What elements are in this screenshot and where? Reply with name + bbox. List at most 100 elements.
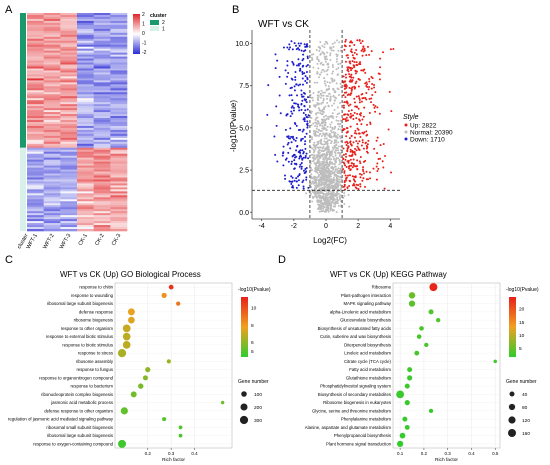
volcano-point-normal <box>331 179 334 182</box>
volcano-point-normal <box>315 49 318 52</box>
volcano-point-down <box>297 84 300 87</box>
volcano-point-up <box>343 162 346 165</box>
heatmap-cell <box>110 46 128 49</box>
heatmap-cell <box>110 20 128 24</box>
heatmap-cell <box>93 167 111 170</box>
volcano-point-up <box>361 139 364 142</box>
color-legend-tick: 5 <box>251 349 254 355</box>
heatmap-cell <box>110 135 128 139</box>
heatmap-cell <box>43 179 61 182</box>
volcano-point-normal <box>321 196 324 199</box>
heatmap-cell <box>27 52 44 55</box>
go-title: WFT vs CK (Up) GO Biological Process <box>60 270 201 279</box>
volcano-point-down <box>276 59 279 62</box>
heatmap-cell <box>60 84 78 87</box>
volcano-point-up <box>356 123 359 126</box>
volcano-point-up <box>390 171 393 174</box>
heatmap-cell <box>60 110 78 113</box>
volcano-point-down <box>306 76 309 79</box>
volcano-point-normal <box>311 195 314 198</box>
volcano-point-normal <box>327 105 330 108</box>
heatmap-cell <box>27 163 44 166</box>
volcano-point-normal <box>335 53 338 56</box>
heatmap-cell <box>27 197 44 200</box>
heatmap-cell <box>93 22 111 26</box>
volcano-point-down <box>295 180 298 183</box>
heatmap-cell <box>27 153 44 156</box>
heatmap-cell <box>27 215 44 218</box>
heatmap-cell <box>60 68 78 71</box>
volcano-point-up <box>378 73 381 76</box>
volcano-point-normal <box>312 91 315 94</box>
heatmap-cell <box>27 96 44 99</box>
volcano-point-up <box>373 106 376 109</box>
volcano-point-down <box>282 46 285 49</box>
volcano-point-normal <box>322 99 325 102</box>
volcano-point-down <box>267 84 270 87</box>
heatmap-cell <box>43 114 61 117</box>
volcano-point-normal <box>319 151 322 154</box>
heatmap-cell <box>60 26 78 30</box>
category-label: response to wounding <box>71 293 114 298</box>
volcano-point-normal <box>324 84 327 87</box>
volcano-point-up <box>376 169 379 172</box>
heatmap-cell <box>60 20 78 24</box>
volcano-point-up <box>345 144 348 147</box>
heatmap-cell <box>43 175 61 178</box>
heatmap-cell <box>93 135 111 139</box>
volcano-point-normal <box>305 192 308 195</box>
volcano-point-normal <box>312 182 315 185</box>
volcano-point-normal <box>316 171 319 174</box>
heatmap-cell <box>60 42 78 46</box>
volcano-point-normal <box>317 99 320 102</box>
volcano-point-normal <box>336 198 339 201</box>
volcano-point-up <box>362 177 365 180</box>
volcano-point-up <box>354 129 357 132</box>
heatmap-cell <box>110 229 128 232</box>
panel-a: A WFT-1 WFT-2 WFT-3 CK-1 CK-2 CK-3 cluster 21… <box>5 4 166 250</box>
heatmap-cell <box>43 100 61 103</box>
volcano-point-normal <box>336 122 339 125</box>
heatmap-cell <box>110 217 128 220</box>
volcano-point-up <box>376 152 379 155</box>
category-label: ribosomal large subunit biogenesis <box>47 433 113 438</box>
volcano-point-normal <box>332 148 335 151</box>
volcano-point-up <box>350 69 353 72</box>
heatmap-cell <box>110 112 128 115</box>
volcano-point-up <box>351 153 354 156</box>
heatmap-cell <box>60 221 78 224</box>
volcano-point-normal <box>325 58 328 61</box>
volcano-point-down <box>289 147 292 150</box>
heatmap-cell <box>27 14 44 18</box>
volcano-point-normal <box>326 205 329 208</box>
volcano-point-up <box>347 161 350 164</box>
volcano-legend-label: Normal: 20390 <box>410 130 453 137</box>
volcano-point-down <box>304 109 307 112</box>
heatmap-cell <box>60 64 78 67</box>
volcano-point-up <box>344 80 347 83</box>
volcano-point-normal <box>320 89 323 92</box>
volcano-point-up <box>349 125 352 128</box>
bubble-point <box>117 348 127 358</box>
heatmap-cell <box>43 125 61 129</box>
heatmap-cell <box>110 118 128 121</box>
volcano-point-normal <box>332 205 335 208</box>
volcano-point-normal <box>319 140 322 143</box>
heatmap-cell <box>110 199 128 202</box>
volcano-point-normal <box>323 169 326 172</box>
heatmap-cell <box>93 177 111 180</box>
heatmap-cell <box>27 66 44 69</box>
volcano-point-up <box>357 128 360 131</box>
heatmap-cell <box>43 54 61 57</box>
volcano-point-normal <box>329 98 332 101</box>
volcano-point-down <box>292 62 295 65</box>
volcano-point-normal <box>313 154 316 157</box>
heatmap-cell <box>77 118 94 121</box>
volcano-point-normal <box>335 211 338 214</box>
heatmap-cell <box>110 187 128 190</box>
volcano-point-normal <box>317 142 320 145</box>
color-legend-tick: 8 <box>251 323 254 329</box>
volcano-point-down <box>284 177 287 180</box>
volcano-point-normal <box>336 133 339 136</box>
volcano-point-normal <box>321 178 324 181</box>
